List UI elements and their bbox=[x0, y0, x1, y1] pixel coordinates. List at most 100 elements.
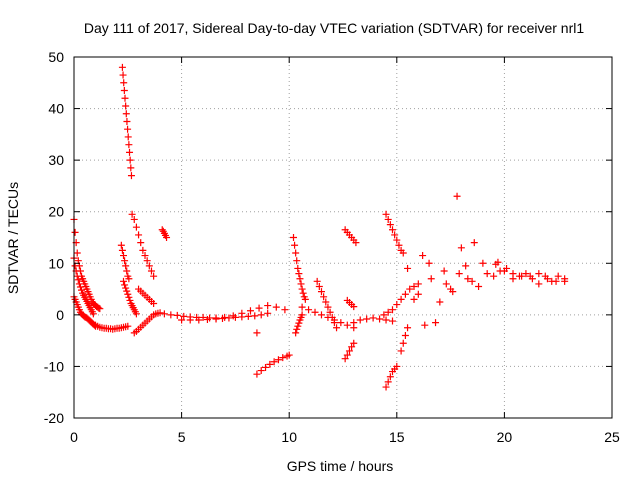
y-tick-label: 30 bbox=[48, 152, 64, 168]
series-spike-2.3h bbox=[118, 63, 135, 180]
data-point bbox=[221, 313, 229, 321]
data-point bbox=[386, 221, 394, 229]
data-point bbox=[125, 141, 133, 149]
data-point bbox=[298, 285, 306, 293]
data-point bbox=[391, 231, 399, 239]
data-point bbox=[470, 239, 478, 247]
data-point bbox=[141, 252, 149, 260]
data-point bbox=[341, 355, 349, 363]
data-point bbox=[124, 133, 132, 141]
data-point bbox=[494, 258, 502, 266]
data-point bbox=[294, 322, 302, 330]
data-point bbox=[126, 156, 134, 164]
series-short-4.2h bbox=[158, 226, 171, 241]
data-point bbox=[127, 164, 135, 172]
data-point bbox=[382, 316, 390, 324]
data-point bbox=[266, 360, 274, 368]
data-point bbox=[410, 295, 418, 303]
y-tick-label: -20 bbox=[44, 410, 64, 426]
y-tick-label: 20 bbox=[48, 204, 64, 220]
data-point bbox=[320, 293, 328, 301]
data-point bbox=[125, 293, 133, 301]
data-point bbox=[397, 347, 405, 355]
x-tick-label: 20 bbox=[497, 429, 513, 445]
data-point bbox=[120, 87, 128, 95]
data-point bbox=[543, 275, 551, 283]
series-neg-arc-8.5h bbox=[253, 351, 293, 378]
series-early-tail-1 bbox=[70, 215, 104, 313]
data-point bbox=[89, 310, 97, 318]
data-point bbox=[74, 276, 82, 284]
y-tick-label: 50 bbox=[48, 49, 64, 65]
data-point bbox=[432, 319, 440, 327]
series-dip-3.0h bbox=[130, 309, 164, 337]
data-point bbox=[132, 310, 140, 318]
data-point bbox=[350, 319, 358, 327]
data-point bbox=[150, 272, 158, 280]
data-point bbox=[295, 319, 303, 327]
data-point bbox=[468, 277, 476, 285]
y-tick-label: -10 bbox=[44, 358, 64, 374]
data-point bbox=[119, 277, 127, 285]
data-point bbox=[464, 275, 472, 283]
data-point bbox=[388, 306, 396, 314]
data-point bbox=[315, 282, 323, 290]
data-point bbox=[343, 321, 351, 329]
data-point bbox=[119, 252, 127, 260]
data-point bbox=[425, 259, 433, 267]
data-point bbox=[326, 308, 334, 316]
data-point bbox=[305, 306, 313, 314]
data-point bbox=[455, 270, 463, 278]
data-point bbox=[203, 315, 211, 323]
series-arc-11.4h bbox=[313, 277, 341, 332]
x-tick-label: 25 bbox=[604, 429, 620, 445]
series-arc-14.6h bbox=[382, 210, 405, 254]
data-point bbox=[229, 312, 237, 320]
data-point bbox=[384, 308, 392, 316]
chart-title: Day 111 of 2017, Sidereal Day-to-day VTE… bbox=[84, 20, 585, 36]
data-point bbox=[122, 262, 130, 270]
data-point bbox=[122, 284, 130, 292]
data-point bbox=[180, 312, 188, 320]
data-point bbox=[427, 275, 435, 283]
series-early-tail-2 bbox=[70, 254, 97, 318]
data-point bbox=[253, 370, 261, 378]
data-point bbox=[345, 347, 353, 355]
data-point bbox=[125, 275, 133, 283]
data-point bbox=[238, 309, 246, 317]
data-point bbox=[399, 249, 407, 257]
data-point bbox=[442, 280, 450, 288]
data-point bbox=[195, 316, 203, 324]
data-point bbox=[343, 351, 351, 359]
data-point bbox=[253, 329, 261, 337]
data-point bbox=[127, 172, 135, 180]
data-point bbox=[490, 272, 498, 280]
data-point bbox=[401, 331, 409, 339]
data-point bbox=[384, 378, 392, 386]
series-isolated-19.6h bbox=[492, 258, 502, 268]
data-point bbox=[296, 275, 304, 283]
data-point bbox=[483, 270, 491, 278]
data-point bbox=[552, 277, 560, 285]
data-point bbox=[293, 325, 301, 333]
data-point bbox=[145, 262, 153, 270]
data-point bbox=[96, 305, 104, 313]
plot-frame bbox=[73, 56, 613, 419]
data-point bbox=[322, 298, 330, 306]
series-isolated-8.5h bbox=[253, 329, 261, 337]
series-arc-2.3h bbox=[119, 277, 140, 318]
data-point bbox=[317, 288, 325, 296]
data-point bbox=[313, 277, 321, 285]
data-point bbox=[121, 94, 129, 102]
data-point bbox=[150, 300, 158, 308]
data-point bbox=[393, 362, 401, 370]
data-point bbox=[518, 272, 526, 280]
data-point bbox=[137, 239, 145, 247]
data-point bbox=[121, 257, 129, 265]
series-scatter-15-19h bbox=[399, 192, 487, 327]
data-point bbox=[479, 259, 487, 267]
data-point bbox=[244, 312, 252, 320]
data-point bbox=[158, 226, 166, 234]
data-point bbox=[167, 311, 175, 319]
